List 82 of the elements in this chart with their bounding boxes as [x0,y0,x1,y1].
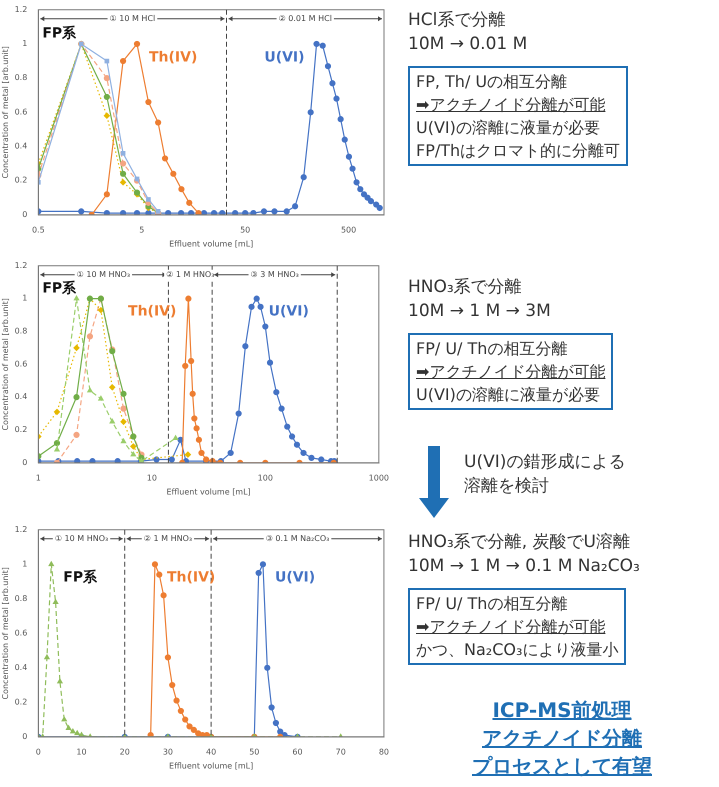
series-label: U(VI) [264,49,305,66]
series-label: Th(IV) [128,303,176,320]
text: ➡アクチノイド分離が可能 [416,361,606,383]
y-tick-label: 0.2 [14,176,28,185]
y-tick-label: 0.8 [14,73,28,82]
text: ICP-MS前処理 [491,697,633,724]
x-tick-label: 500 [340,226,356,235]
y-tick-label: 1.2 [14,4,28,14]
x-tick-label: 50 [249,748,260,757]
y-tick-label: 0 [22,458,28,467]
y-tick-label: 1 [22,39,28,48]
y-tick-label: 0.4 [14,392,28,402]
text: HNO₃系で分離, 炭酸でU溶離 [408,531,631,554]
text: ➡アクチノイド分離が可能 [416,94,606,116]
x-tick-label: 30 [162,748,174,757]
x-tick-label: 40 [206,748,216,757]
x-tick-label: 1000 [368,474,389,483]
text: HCl系で分離 [408,9,506,32]
x-tick-label: 1 [36,474,41,483]
x-tick-label: 50 [240,226,250,235]
text: 10M → 1 M → 3M [408,300,552,323]
text: かつ、Na₂CO₃により液量小 [416,639,618,661]
y-tick-label: 0 [22,732,28,741]
text: U(VI)の溶離に液量が必要 [416,117,601,139]
annotation: ② 0.01 M HCl [278,14,332,23]
annotation: FP系 [42,25,78,42]
annotation: ③ 0.1 M Na₂CO₃ [266,534,330,543]
x-axis-title: Effluent volume [mL] [169,239,254,248]
y-tick-label: 0 [22,210,28,219]
text: FP/ U/ Thの相互分離 [416,338,568,360]
text: ➡アクチノイド分離が可能 [416,616,606,638]
x-tick-label: 60 [292,748,303,757]
x-axis-title: Effluent volume [mL] [166,487,251,496]
y-tick-label: 0.8 [14,326,28,336]
series-label: U(VI) [268,303,309,320]
annotation: ③ 3 M HNO₃ [250,270,299,279]
annotation: ① 10 M HNO₃ [76,270,130,279]
text: FP/ U/ Thの相互分離 [416,593,568,615]
y-tick-label: 0.6 [14,107,28,116]
y-tick-label: 0.6 [14,628,28,638]
y-tick-label: 1 [22,559,28,568]
text: 10M → 0.01 M [408,33,528,56]
y-tick-label: 0.6 [14,359,28,368]
series-label: U(VI) [274,570,316,586]
y-tick-label: 0.8 [14,594,28,603]
x-tick-label: 10 [76,748,87,757]
y-tick-label: 1 [22,294,28,303]
y-axis-title: Concentration of metal [arb.unit] [0,298,10,431]
y-tick-label: 1.2 [14,260,28,270]
annotation: ② 1 M HNO₃ [144,534,192,543]
text: 10M → 1 M → 0.1 M Na₂CO₃ [408,555,641,578]
y-axis-title: Concentration of metal [arb.unit] [0,46,10,179]
x-tick-label: 0 [36,748,41,757]
y-tick-label: 0.2 [14,697,28,706]
text: HNO₃系で分離 [408,276,523,299]
annotation: ② 1 M HNO₃ [166,270,214,279]
y-tick-label: 0.2 [14,425,28,434]
series-label: Th(IV) [166,570,216,586]
y-tick-label: 0.4 [14,662,28,672]
text: FP/Thはクロマト的に分離可 [416,140,620,162]
annotation: FP系 [63,570,98,586]
y-axis-title: Concentration of metal [arb.unit] [0,567,10,700]
x-tick-label: 70 [336,748,346,757]
x-tick-label: 10 [146,474,157,483]
x-tick-label: 20 [120,748,130,757]
x-tick-label: 5 [139,226,144,235]
text: アクチノイド分離 [481,725,643,752]
text: U(VI)の錯形成による [464,451,626,474]
x-tick-label: 100 [258,474,273,483]
text: 溶離を検討 [464,475,550,498]
y-tick-label: 1.2 [14,524,28,534]
annotation: ① 10 M HCl [110,14,156,23]
series-label: Th(IV) [149,49,198,66]
text: FP, Th/ Uの相互分離 [416,71,568,93]
y-tick-label: 0.4 [14,142,28,151]
text: U(VI)の溶離に液量が必要 [416,384,601,406]
x-tick-label: 80 [378,748,390,757]
x-tick-label: 0.5 [32,226,45,235]
annotation: FP系 [42,280,78,296]
x-axis-title: Effluent volume [mL] [169,761,254,770]
text: プロセスとして有望 [471,753,653,780]
annotation: ① 10 M HNO₃ [54,534,108,543]
